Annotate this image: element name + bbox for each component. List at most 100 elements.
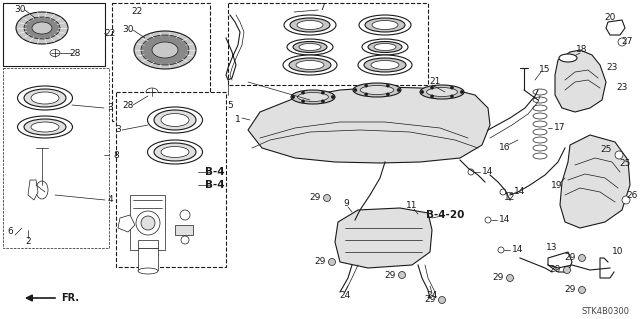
Bar bbox=[116, 92, 226, 267]
Circle shape bbox=[438, 296, 445, 303]
Ellipse shape bbox=[374, 43, 396, 50]
Ellipse shape bbox=[420, 85, 464, 99]
Ellipse shape bbox=[297, 20, 323, 29]
Ellipse shape bbox=[161, 146, 189, 158]
Text: 7: 7 bbox=[319, 4, 325, 12]
Ellipse shape bbox=[368, 41, 402, 53]
Text: 14: 14 bbox=[499, 216, 511, 225]
Bar bbox=[138, 240, 158, 248]
Ellipse shape bbox=[134, 31, 196, 69]
Circle shape bbox=[365, 84, 368, 87]
Circle shape bbox=[332, 95, 334, 99]
Ellipse shape bbox=[299, 43, 321, 50]
Text: 29: 29 bbox=[314, 257, 326, 266]
Ellipse shape bbox=[296, 61, 324, 70]
Bar bbox=[175, 225, 193, 235]
Ellipse shape bbox=[161, 114, 189, 127]
Circle shape bbox=[500, 189, 506, 195]
Ellipse shape bbox=[32, 22, 52, 34]
Circle shape bbox=[301, 100, 305, 103]
Text: 29: 29 bbox=[564, 254, 576, 263]
Ellipse shape bbox=[533, 105, 547, 111]
Ellipse shape bbox=[31, 92, 59, 104]
Ellipse shape bbox=[17, 116, 72, 138]
Text: 29: 29 bbox=[492, 273, 504, 283]
Text: 12: 12 bbox=[504, 194, 516, 203]
Ellipse shape bbox=[533, 113, 547, 119]
Text: 13: 13 bbox=[547, 243, 557, 253]
Ellipse shape bbox=[372, 20, 398, 29]
Text: 29: 29 bbox=[549, 265, 561, 275]
Text: 28: 28 bbox=[69, 48, 81, 57]
Ellipse shape bbox=[24, 119, 66, 135]
Ellipse shape bbox=[298, 93, 328, 101]
Text: 29: 29 bbox=[424, 295, 436, 305]
Circle shape bbox=[321, 91, 324, 94]
Text: 18: 18 bbox=[576, 46, 588, 55]
Text: 3: 3 bbox=[107, 103, 113, 113]
Text: 26: 26 bbox=[627, 190, 637, 199]
Text: STK4B0300: STK4B0300 bbox=[582, 308, 630, 316]
Text: B-4: B-4 bbox=[205, 167, 225, 177]
Polygon shape bbox=[560, 135, 630, 228]
Ellipse shape bbox=[147, 107, 202, 133]
Circle shape bbox=[354, 88, 357, 92]
Circle shape bbox=[451, 95, 453, 98]
Ellipse shape bbox=[358, 55, 412, 75]
Polygon shape bbox=[335, 208, 432, 268]
Text: 24: 24 bbox=[339, 292, 351, 300]
Ellipse shape bbox=[36, 181, 48, 199]
Text: 22: 22 bbox=[104, 28, 116, 38]
Ellipse shape bbox=[146, 88, 158, 96]
Circle shape bbox=[136, 211, 160, 235]
Circle shape bbox=[180, 210, 190, 220]
Polygon shape bbox=[548, 252, 572, 272]
Polygon shape bbox=[248, 87, 490, 163]
Text: 8: 8 bbox=[113, 151, 119, 160]
Text: 1: 1 bbox=[235, 115, 241, 124]
Text: 14: 14 bbox=[515, 188, 525, 197]
Text: 20: 20 bbox=[604, 13, 616, 23]
Ellipse shape bbox=[364, 58, 406, 72]
Text: 15: 15 bbox=[540, 65, 551, 75]
Circle shape bbox=[431, 95, 434, 98]
Text: 11: 11 bbox=[406, 202, 418, 211]
Circle shape bbox=[301, 91, 305, 94]
Text: 30: 30 bbox=[14, 5, 26, 14]
Ellipse shape bbox=[371, 61, 399, 70]
Bar bbox=[130, 195, 165, 250]
Text: 16: 16 bbox=[499, 144, 511, 152]
Ellipse shape bbox=[50, 49, 60, 56]
Polygon shape bbox=[606, 20, 625, 35]
Text: 23: 23 bbox=[616, 84, 628, 93]
Circle shape bbox=[431, 86, 434, 89]
Polygon shape bbox=[118, 215, 135, 232]
Circle shape bbox=[420, 91, 424, 93]
Circle shape bbox=[141, 216, 155, 230]
Text: 22: 22 bbox=[131, 8, 143, 17]
Text: 25: 25 bbox=[620, 159, 630, 167]
Circle shape bbox=[460, 91, 463, 93]
Circle shape bbox=[579, 286, 586, 293]
Text: 28: 28 bbox=[122, 100, 134, 109]
Text: 29: 29 bbox=[384, 271, 396, 279]
Circle shape bbox=[615, 151, 623, 159]
Ellipse shape bbox=[533, 153, 547, 159]
Ellipse shape bbox=[533, 121, 547, 127]
Ellipse shape bbox=[533, 97, 547, 103]
Ellipse shape bbox=[138, 268, 158, 274]
Text: 19: 19 bbox=[551, 181, 563, 189]
Text: 4: 4 bbox=[107, 196, 113, 204]
Text: 14: 14 bbox=[512, 246, 524, 255]
Polygon shape bbox=[28, 180, 38, 200]
Bar bbox=[138, 248, 158, 270]
Text: 10: 10 bbox=[612, 248, 624, 256]
Text: 25: 25 bbox=[600, 145, 612, 154]
Text: 27: 27 bbox=[621, 38, 633, 47]
Ellipse shape bbox=[147, 140, 202, 164]
Circle shape bbox=[451, 86, 453, 89]
Ellipse shape bbox=[293, 41, 327, 53]
Text: 21: 21 bbox=[429, 78, 441, 86]
Ellipse shape bbox=[289, 58, 331, 72]
Bar bbox=[112, 3, 210, 121]
